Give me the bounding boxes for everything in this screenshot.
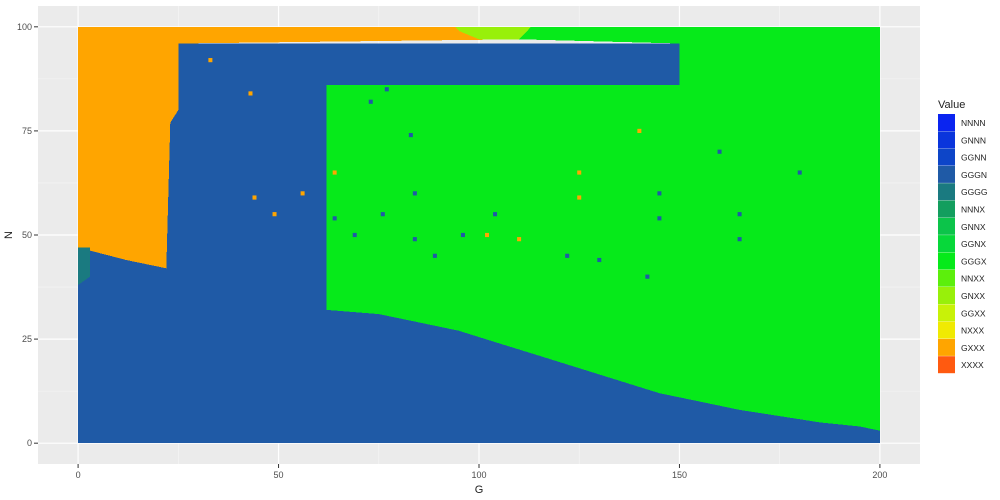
legend-key-gnnn: [938, 131, 955, 149]
legend-key-gnnx: [938, 217, 955, 235]
y-axis-label: N: [3, 231, 15, 239]
legend-label-gnnn: GNNN: [961, 135, 986, 145]
cell-gxxx: [300, 191, 305, 196]
cell-gggn: [352, 232, 357, 238]
x-tick-label: 200: [872, 470, 887, 480]
legend-label-gggg: GGGG: [961, 187, 987, 197]
cell-gxxx: [517, 237, 522, 242]
legend-key-gggg: [938, 183, 955, 201]
cell-gggn: [737, 212, 742, 217]
legend-label-nnnx: NNNX: [961, 205, 985, 215]
legend-label-ggxx: GGXX: [961, 308, 986, 318]
y-tick-label: 50: [22, 230, 32, 240]
legend-label-nxxx: NXXX: [961, 326, 984, 336]
legend-label-ggnn: GGNN: [961, 153, 987, 163]
legend-label-nnnn: NNNN: [961, 118, 986, 128]
cell-gxxx: [248, 91, 253, 96]
legend-label-gggn: GGGN: [961, 170, 987, 180]
legend-label-nnxx: NNXX: [961, 274, 985, 284]
legend-key-ggnx: [938, 235, 955, 253]
cell-gggn: [493, 212, 498, 217]
cell-gggn: [412, 191, 417, 196]
legend-key-nxxx: [938, 321, 955, 339]
heatmap-point-cells: [208, 58, 802, 279]
cell-gggn: [380, 212, 385, 217]
y-tick-label: 75: [22, 126, 32, 136]
legend-label-ggnx: GGNX: [961, 239, 986, 249]
region-gggx: [326, 26, 880, 431]
region-gnxx: [454, 26, 532, 40]
cell-gxxx: [637, 128, 642, 133]
legend-label-xxxx: XXXX: [961, 360, 984, 370]
cell-gggn: [657, 191, 662, 196]
heatmap-regions: [78, 26, 880, 444]
cell-gggn: [597, 257, 602, 263]
legend-key-gggn: [938, 165, 955, 183]
cell-gggn: [432, 253, 437, 258]
legend-key-gxxx: [938, 338, 955, 356]
cell-gxxx: [577, 170, 582, 175]
cell-gggn: [368, 99, 373, 104]
legend-key-nnnx: [938, 200, 955, 218]
x-axis-label: G: [475, 484, 484, 496]
legend-key-ggxx: [938, 304, 955, 322]
legend-label-gxxx: GXXX: [961, 343, 985, 353]
y-tick-label: 0: [27, 438, 32, 448]
legend-key-nnxx: [938, 269, 955, 287]
cell-gggn: [565, 253, 570, 258]
legend-label-gnxx: GNXX: [961, 291, 985, 301]
y-tick-label: 100: [17, 22, 32, 32]
legend-title: Value: [938, 99, 965, 111]
cell-gggn: [657, 216, 662, 221]
cell-gggn: [645, 274, 650, 279]
cell-gggn: [412, 237, 417, 242]
cell-gggn: [384, 87, 389, 92]
x-tick-label: 50: [274, 470, 284, 480]
legend-key-gnxx: [938, 287, 955, 304]
y-axis-ticks: 0 25 50 75 100: [17, 22, 38, 448]
cell-gggn: [408, 132, 413, 138]
cell-gxxx: [485, 232, 490, 238]
x-tick-label: 150: [672, 470, 687, 480]
cell-gggn: [797, 170, 802, 175]
legend: Value NNNN GNNN GGNN GGGN GGGG NNNX GNNX GGNX GG…: [938, 99, 987, 374]
region-gggn: [78, 43, 880, 444]
region-gggg: [78, 247, 91, 285]
legend-key-ggnn: [938, 148, 955, 166]
legend-label-gggx: GGGX: [961, 256, 987, 266]
cell-gggn: [460, 232, 465, 238]
legend-key-gggx: [938, 252, 955, 270]
y-tick-label: 25: [22, 334, 32, 344]
cell-gxxx: [272, 212, 277, 217]
cell-gxxx: [577, 195, 582, 200]
cell-gxxx: [252, 195, 257, 200]
x-axis-ticks: 0 50 100 150 200: [76, 464, 887, 480]
x-tick-label: 100: [471, 470, 486, 480]
x-tick-label: 0: [76, 470, 81, 480]
cell-gxxx: [332, 170, 337, 175]
cell-gggn: [737, 237, 742, 242]
legend-key-nnnn: [938, 114, 955, 131]
cell-gggn: [717, 149, 722, 154]
legend-label-gnnx: GNNX: [961, 222, 986, 232]
region-gxxx: [78, 26, 520, 269]
cell-gxxx: [208, 58, 213, 63]
cell-gggn: [332, 216, 337, 221]
legend-key-xxxx: [938, 356, 955, 374]
